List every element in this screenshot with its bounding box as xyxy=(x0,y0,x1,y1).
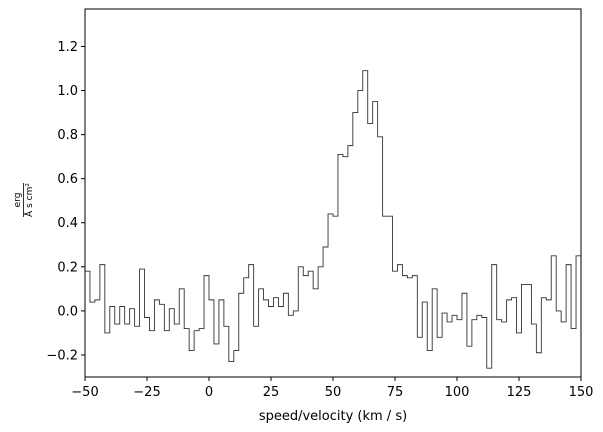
x-tick-label: −25 xyxy=(133,385,160,400)
x-axis-ticks: −50 −25 0 25 50 75 100 125 150 xyxy=(71,377,593,400)
x-tick-label: 150 xyxy=(569,385,594,400)
x-axis-label: speed/velocity (km / s) xyxy=(259,409,407,424)
x-tick-label: 0 xyxy=(205,385,213,400)
plot-background xyxy=(85,9,581,377)
y-tick-label: −0.2 xyxy=(46,348,78,363)
spectrum-step-line xyxy=(85,70,581,369)
y-tick-label: 1.2 xyxy=(57,40,78,55)
y-tick-label: 0.6 xyxy=(57,172,78,187)
x-tick-label: 25 xyxy=(263,385,280,400)
y-tick-label: 1.0 xyxy=(57,84,78,99)
x-tick-label: 125 xyxy=(507,385,532,400)
y-tick-label: 0.2 xyxy=(57,260,78,275)
x-tick-label: 50 xyxy=(325,385,342,400)
y-axis-label: erg Å s cm² xyxy=(13,183,35,217)
y-tick-label: 0.4 xyxy=(57,216,78,231)
y-axis-ticks: −0.2 0.0 0.2 0.4 0.6 0.8 1.0 1.2 xyxy=(46,40,85,363)
y-tick-label: 0.8 xyxy=(57,128,78,143)
y-axis-label-numerator: erg xyxy=(13,193,23,208)
y-axis-label-denominator: Å s cm² xyxy=(23,183,35,217)
x-tick-label: −50 xyxy=(71,385,98,400)
x-tick-label: 100 xyxy=(445,385,470,400)
x-tick-label: 75 xyxy=(387,385,404,400)
y-tick-label: 0.0 xyxy=(57,304,78,319)
plot-frame xyxy=(84,8,582,378)
